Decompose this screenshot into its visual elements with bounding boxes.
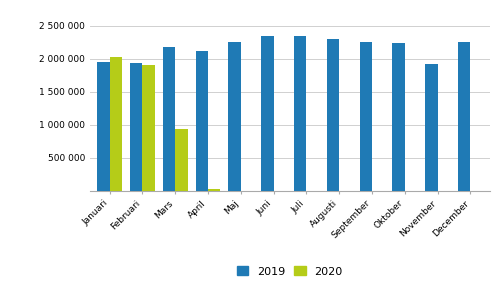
Bar (360, 42, 372, 191)
Bar (130, 63, 142, 191)
Bar (261, 36, 274, 191)
Bar (425, 64, 438, 191)
Bar (228, 42, 241, 191)
Bar (163, 47, 175, 191)
Bar (196, 51, 208, 191)
Bar (208, 189, 220, 191)
Bar (392, 43, 405, 191)
Bar (175, 129, 188, 191)
Bar (294, 36, 306, 191)
Legend: 2019, 2020: 2019, 2020 (234, 263, 346, 280)
Bar (142, 65, 155, 191)
Bar (458, 42, 470, 191)
Bar (326, 39, 339, 191)
Bar (110, 58, 122, 191)
Bar (97, 62, 110, 191)
